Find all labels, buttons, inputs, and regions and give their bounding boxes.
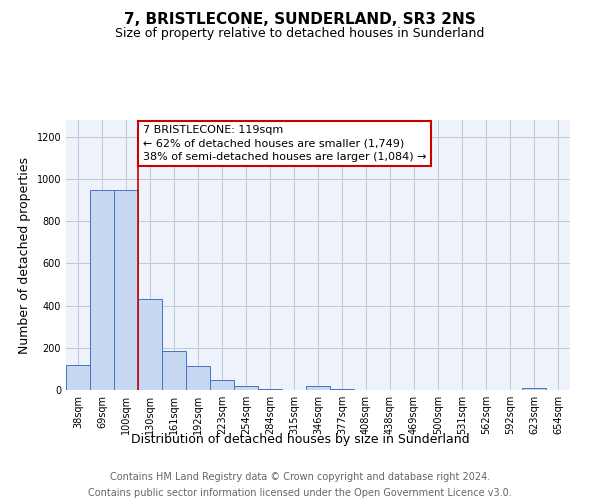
Text: Distribution of detached houses by size in Sunderland: Distribution of detached houses by size … bbox=[131, 432, 469, 446]
Text: 7 BRISTLECONE: 119sqm
← 62% of detached houses are smaller (1,749)
38% of semi-d: 7 BRISTLECONE: 119sqm ← 62% of detached … bbox=[143, 126, 426, 162]
Bar bbox=[234, 386, 258, 390]
Bar bbox=[90, 190, 114, 390]
Bar bbox=[522, 388, 546, 390]
Bar bbox=[162, 351, 186, 390]
Text: Contains public sector information licensed under the Open Government Licence v3: Contains public sector information licen… bbox=[88, 488, 512, 498]
Bar bbox=[66, 364, 90, 390]
Text: Contains HM Land Registry data © Crown copyright and database right 2024.: Contains HM Land Registry data © Crown c… bbox=[110, 472, 490, 482]
Bar bbox=[330, 389, 354, 390]
Text: Size of property relative to detached houses in Sunderland: Size of property relative to detached ho… bbox=[115, 28, 485, 40]
Bar bbox=[186, 366, 210, 390]
Bar bbox=[114, 190, 138, 390]
Bar bbox=[258, 389, 282, 390]
Y-axis label: Number of detached properties: Number of detached properties bbox=[18, 156, 31, 354]
Bar bbox=[138, 300, 162, 390]
Bar bbox=[210, 380, 234, 390]
Text: 7, BRISTLECONE, SUNDERLAND, SR3 2NS: 7, BRISTLECONE, SUNDERLAND, SR3 2NS bbox=[124, 12, 476, 28]
Bar bbox=[306, 386, 330, 390]
